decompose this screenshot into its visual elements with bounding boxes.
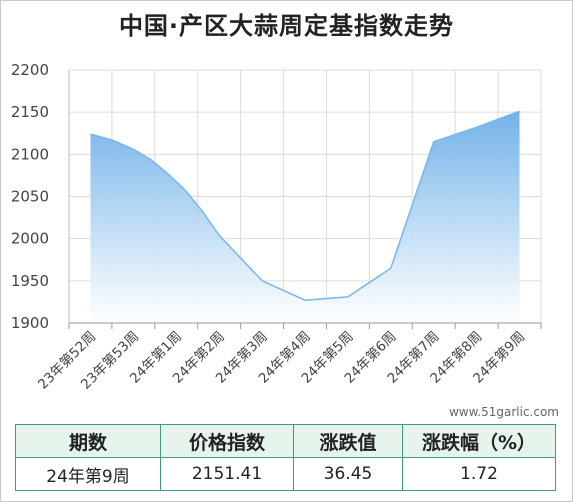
header-change-percent: 涨跌幅（%）	[402, 424, 556, 458]
chart-title: 中国·产区大蒜周定基指数走势	[118, 12, 455, 40]
table-row: 24年第9周 2151.41 36.45 1.72	[15, 457, 556, 491]
y-tick-label: 1950	[11, 272, 49, 290]
y-tick-label: 2000	[11, 230, 49, 248]
y-tick-label: 2150	[11, 103, 49, 121]
cell-change-percent: 1.72	[402, 457, 556, 491]
area-chart: 190019502000205021002150220023年第52周23年第5…	[11, 61, 542, 393]
header-change-value: 涨跌值	[293, 424, 403, 458]
cell-period: 24年第9周	[15, 457, 161, 491]
summary-table: 期数 价格指数 涨跌值 涨跌幅（%） 24年第9周 2151.41 36.45 …	[15, 424, 556, 491]
y-tick-label: 2200	[11, 61, 49, 79]
header-period: 期数	[15, 424, 161, 458]
y-tick-label: 1900	[11, 314, 49, 332]
watermark: www.51garlic.com	[448, 405, 559, 419]
series-line	[90, 110, 520, 301]
table-header-row: 期数 价格指数 涨跌值 涨跌幅（%）	[15, 424, 556, 458]
y-tick-label: 2100	[11, 145, 49, 163]
y-tick-label: 2050	[11, 188, 49, 206]
cell-change-value: 36.45	[293, 457, 403, 491]
area-fill	[90, 111, 520, 323]
cell-price-index: 2151.41	[160, 457, 294, 491]
header-price-index: 价格指数	[160, 424, 294, 458]
